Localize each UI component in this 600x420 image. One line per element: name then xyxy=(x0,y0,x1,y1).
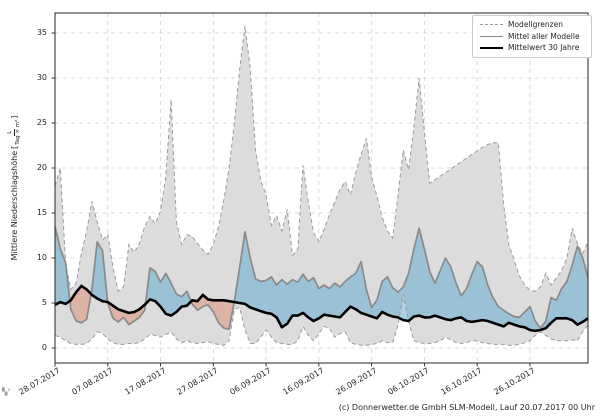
y-tick-label: 20 xyxy=(36,163,47,172)
above-normal-fill xyxy=(234,228,589,331)
y-tick-label: 5 xyxy=(41,298,47,307)
black-line-swatch-icon xyxy=(480,46,503,49)
y-tick-label: 25 xyxy=(36,118,47,127)
y-tick-label: 35 xyxy=(36,28,47,37)
above-normal-fill xyxy=(91,241,108,303)
dashed-line-swatch-icon xyxy=(480,24,503,26)
y-tick-label: 10 xyxy=(36,253,47,262)
copyright-footer: (c) Donnerwetter.de GmbH SLM-Modell, Lau… xyxy=(338,403,595,412)
above-normal-fill xyxy=(145,267,192,316)
upper-model-boundary-line xyxy=(54,25,589,293)
above-normal-fill xyxy=(55,226,70,305)
plot-border xyxy=(54,12,589,364)
lower-model-boundary-line xyxy=(54,293,589,346)
y-tick-label: 0 xyxy=(41,343,47,352)
model-spread-band xyxy=(55,25,588,346)
below-normal-fill xyxy=(191,294,235,330)
legend-label-mittelwert-30-jahre: Mittelwert 30 Jahre xyxy=(508,43,580,52)
legend: Modellgrenzen Mittel aller Modelle Mitte… xyxy=(472,15,592,58)
gray-line-swatch-icon xyxy=(480,35,503,37)
legend-label-modellgrenzen: Modellgrenzen xyxy=(508,20,563,29)
y-tick-label: 30 xyxy=(36,73,47,82)
y-tick-label: 15 xyxy=(36,208,47,217)
y-axis-unit-open-bracket: [ xyxy=(9,145,19,149)
legend-item-mittel-aller-modelle: Mittel aller Modelle xyxy=(480,31,584,41)
model-mean-line xyxy=(54,226,589,330)
y-axis-unit-numerator: L xyxy=(6,128,15,136)
corner-artifact: ▚° xyxy=(2,388,11,396)
legend-label-mittel-aller-modelle: Mittel aller Modelle xyxy=(508,31,580,41)
legend-item-mittelwert-30-jahre: Mittelwert 30 Jahre xyxy=(480,44,584,52)
thirty-year-mean-line xyxy=(54,284,589,333)
legend-item-modellgrenzen: Modellgrenzen xyxy=(480,21,584,29)
